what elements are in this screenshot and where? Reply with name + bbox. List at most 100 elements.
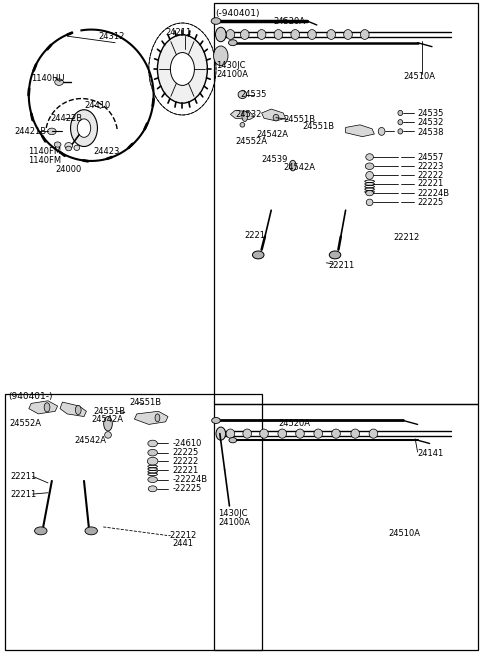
Ellipse shape [398,129,403,134]
Text: 24410: 24410 [84,101,110,110]
Ellipse shape [369,429,378,438]
Ellipse shape [273,114,279,121]
Ellipse shape [226,30,235,39]
Text: 24422B: 24422B [50,114,83,123]
Ellipse shape [216,27,226,41]
Text: 24551B: 24551B [94,407,126,416]
Ellipse shape [148,440,157,447]
Ellipse shape [314,429,323,438]
Text: 1140HU: 1140HU [31,74,65,83]
Text: 22221: 22221 [173,466,199,475]
Ellipse shape [366,171,373,179]
Ellipse shape [105,432,111,438]
Text: -24610: -24610 [173,439,202,448]
Ellipse shape [365,163,374,170]
Bar [214,404,478,650]
Ellipse shape [211,18,221,24]
Text: 24542A: 24542A [257,129,289,139]
Ellipse shape [398,110,403,116]
Polygon shape [230,110,254,120]
Text: 22211: 22211 [11,472,37,481]
Text: (940401-): (940401-) [9,392,53,401]
Polygon shape [262,109,286,121]
Text: 24542A: 24542A [91,415,123,424]
Text: 1140FM: 1140FM [28,147,61,156]
Text: 22225: 22225 [173,448,199,457]
Text: 2441: 2441 [173,539,194,549]
Ellipse shape [240,122,245,127]
Text: 22225: 22225 [418,198,444,207]
Text: 22211: 22211 [329,261,355,270]
Ellipse shape [48,128,56,135]
Text: 22211: 22211 [11,489,37,499]
Text: 22221: 22221 [418,179,444,189]
Ellipse shape [327,30,336,39]
Ellipse shape [148,486,157,491]
Text: -22212: -22212 [168,531,197,540]
Circle shape [170,53,194,85]
Ellipse shape [257,30,266,39]
Ellipse shape [291,30,300,39]
Text: 24141: 24141 [418,449,444,458]
Ellipse shape [226,429,235,438]
Text: 24535: 24535 [240,90,266,99]
Text: 24538: 24538 [418,128,444,137]
Polygon shape [346,125,374,137]
Ellipse shape [212,418,220,424]
Text: 24520A: 24520A [274,16,306,26]
Ellipse shape [54,142,61,147]
Ellipse shape [329,251,341,259]
Ellipse shape [148,477,157,482]
Ellipse shape [229,438,237,443]
Ellipse shape [240,30,249,39]
Text: 24551B: 24551B [302,122,335,131]
Polygon shape [134,411,168,424]
Text: 24542A: 24542A [283,163,315,172]
Ellipse shape [360,30,369,39]
Ellipse shape [308,30,316,39]
Text: 1140FM: 1140FM [28,156,61,165]
Ellipse shape [378,127,385,135]
Circle shape [214,46,228,66]
Text: 24312: 24312 [98,32,125,41]
Text: 22222: 22222 [418,171,444,180]
Ellipse shape [296,429,304,438]
Text: 2221: 2221 [245,231,266,240]
Ellipse shape [274,30,283,39]
Ellipse shape [65,143,72,149]
Ellipse shape [278,429,287,438]
Text: -22224B: -22224B [173,475,208,484]
Text: (-940401): (-940401) [215,9,260,18]
Text: 22222: 22222 [173,457,199,466]
Bar [214,3,478,404]
Ellipse shape [147,457,158,465]
Bar [5,394,262,650]
Text: 24423: 24423 [94,147,120,156]
Text: 24100A: 24100A [218,518,251,528]
Circle shape [157,35,207,103]
Text: 24532: 24532 [235,110,262,119]
Text: 24100A: 24100A [216,70,248,79]
Text: 24520A: 24520A [278,419,311,428]
Ellipse shape [398,120,403,125]
Ellipse shape [289,160,296,171]
Ellipse shape [66,146,72,151]
Ellipse shape [366,199,373,206]
Ellipse shape [351,429,360,438]
Circle shape [71,110,97,147]
Ellipse shape [260,429,268,438]
Text: 24557: 24557 [418,153,444,162]
Ellipse shape [35,527,47,535]
Ellipse shape [238,91,247,99]
Ellipse shape [243,429,252,438]
Text: 24510A: 24510A [389,529,421,538]
Text: 22212: 22212 [394,233,420,242]
Ellipse shape [366,191,373,196]
Text: 24551B: 24551B [130,397,162,407]
Text: 24510A: 24510A [403,72,435,81]
Ellipse shape [44,403,50,412]
Text: 24000: 24000 [55,165,82,174]
Ellipse shape [332,429,340,438]
Text: 24539: 24539 [262,155,288,164]
Text: 24421B: 24421B [14,127,47,136]
